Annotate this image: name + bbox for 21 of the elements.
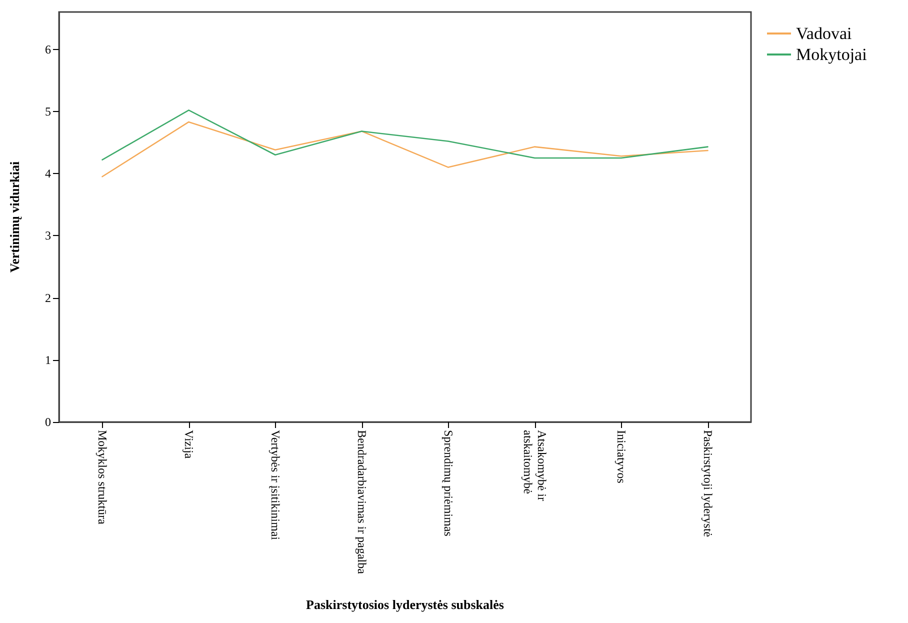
legend-label: Mokytojai (796, 45, 868, 64)
y-tick-label: 1 (45, 352, 51, 367)
y-tick-label: 6 (45, 42, 51, 56)
legend-label: Vadovai (796, 24, 852, 43)
line-series (102, 110, 708, 160)
x-tick-label: Bendradarbiavimas ir pagalba (354, 430, 369, 575)
x-axis-title: Paskirstytosios lyderystės subskalės (306, 597, 504, 612)
x-tick-label: Vertybės ir įsitikinimai (268, 430, 282, 541)
x-tick-label: Atsakomybė ir atskaitomybė (520, 430, 549, 504)
x-tick-label: Mokyklos struktūra (95, 430, 110, 526)
y-tick-label: 4 (45, 166, 51, 181)
y-tick-label: 0 (45, 415, 51, 429)
y-axis-title: Vertinimų vidurkiai (7, 161, 22, 273)
x-tick-label: Iniciatyvos (614, 430, 628, 484)
x-tick-label: Sprendimų priėmimas (441, 430, 456, 537)
y-tick-label: 5 (45, 104, 51, 118)
y-tick-label: 2 (45, 290, 51, 305)
line-series (102, 121, 708, 178)
x-tick-label: Paskirstytoji lyderystė (700, 430, 715, 537)
y-tick-label: 3 (45, 228, 51, 243)
x-tick-label: Vizija (182, 430, 196, 460)
